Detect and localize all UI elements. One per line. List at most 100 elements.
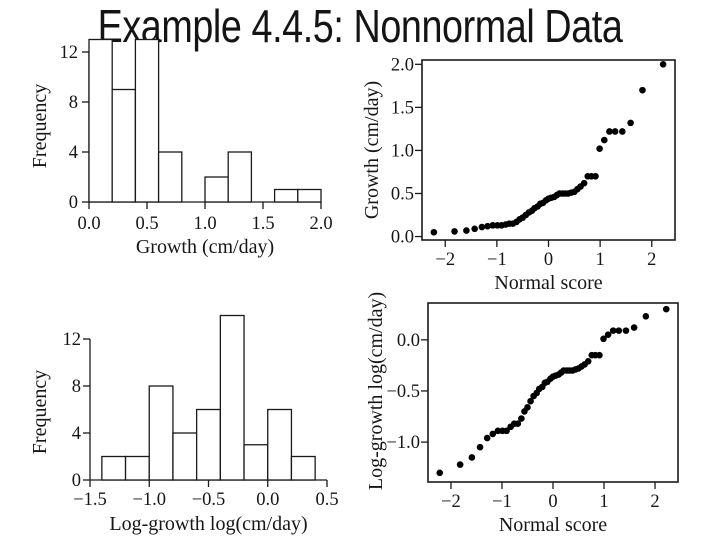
data-point — [639, 86, 646, 94]
y-tick-label: 8 — [69, 93, 78, 113]
qq-growth-labels: −2 −1 0 1 2 0.0 0.5 1.0 1.5 2.0 Normal score Growth… — [361, 55, 656, 294]
data-point — [503, 427, 510, 435]
qqplot-log-growth-chart: −2 −1 0 1 2 0.0 −0.5 −1.0 Normal score Log-growth… — [365, 292, 679, 536]
qq-growth-axes — [415, 63, 653, 247]
data-point — [606, 128, 613, 135]
data-point — [604, 331, 612, 339]
y-tick-label: 4 — [69, 143, 78, 163]
y-tick-label: 12 — [60, 43, 79, 63]
x-tick-label: 0 — [548, 492, 557, 512]
x-axis-label: Growth (cm/day) — [136, 236, 274, 258]
qqplot-growth-chart: −2 −1 0 1 2 0.0 0.5 1.0 1.5 2.0 Normal score Growth… — [361, 55, 676, 294]
histogram-growth-chart: 0.0 0.5 1.0 1.5 2.0 0 4 8 12 Growth (cm/day) Frequ… — [29, 38, 333, 258]
qq-growth-points — [430, 61, 667, 236]
x-tick-label: 2.0 — [309, 214, 332, 234]
data-point — [580, 179, 588, 187]
data-point — [662, 305, 670, 313]
x-tick-label: 0.0 — [256, 490, 279, 510]
x-tick-label: 0.5 — [135, 214, 158, 234]
data-point — [489, 430, 497, 438]
y-tick-label: −1.0 — [386, 433, 420, 453]
data-point — [436, 469, 444, 477]
histogram-bar — [219, 314, 245, 481]
histogram-bar — [148, 385, 174, 481]
y-tick-label: 0 — [72, 471, 81, 491]
x-tick-label: 0 — [544, 250, 553, 270]
histogram-bar — [273, 188, 299, 203]
data-point — [600, 136, 608, 144]
x-tick-label: −1 — [492, 492, 512, 512]
histogram-bar — [227, 151, 253, 203]
hist-growth-labels: 0.0 0.5 1.0 1.5 2.0 0 4 8 12 Growth (cm/day) Frequ… — [29, 43, 333, 258]
data-point — [524, 404, 531, 411]
hist-log-growth-bars — [101, 314, 316, 481]
y-tick-label: 0.5 — [391, 184, 414, 204]
histogram-bar — [195, 408, 221, 481]
histogram-log-growth-chart: −1.5 −1.0 −0.5 0.0 0.5 0 4 8 12 Log-growth log(cm… — [29, 314, 339, 535]
data-point — [619, 128, 626, 135]
y-axis-label: Growth (cm/day) — [361, 81, 383, 219]
y-axis-label: Frequency — [29, 370, 51, 454]
qq-log-growth-axes — [421, 339, 656, 489]
qq-log-growth-points — [436, 305, 670, 477]
data-point — [615, 327, 623, 334]
x-tick-label: 1.0 — [193, 214, 216, 234]
data-point — [514, 420, 522, 427]
x-tick-label: −2 — [435, 250, 455, 270]
data-point — [494, 427, 502, 435]
y-tick-label: 12 — [63, 330, 82, 350]
x-tick-label: 2 — [650, 492, 659, 512]
y-tick-label: 0 — [69, 193, 78, 213]
x-tick-label: −2 — [441, 492, 461, 512]
histogram-bar — [243, 444, 269, 481]
y-tick-label: 1.5 — [391, 98, 414, 118]
data-point — [611, 128, 619, 135]
y-tick-label: 0.0 — [391, 228, 414, 248]
qq-growth-frame — [421, 59, 676, 241]
histogram-bar — [290, 455, 316, 481]
x-tick-label: 1 — [599, 492, 608, 512]
x-tick-label: 1 — [596, 250, 605, 270]
x-tick-label: 1.5 — [251, 214, 274, 234]
data-point — [463, 227, 470, 234]
data-point — [600, 335, 607, 343]
histogram-bar — [101, 455, 127, 481]
data-point — [622, 327, 630, 334]
data-point — [609, 327, 617, 334]
y-tick-label: 8 — [72, 377, 81, 397]
data-point — [627, 119, 634, 127]
x-axis-label: Normal score — [499, 514, 607, 536]
data-point — [430, 228, 438, 236]
data-point — [451, 228, 458, 235]
x-axis-label: Normal score — [494, 272, 602, 294]
histogram-bar — [204, 176, 229, 203]
y-axis-label: Log-growth log(cm/day) — [365, 292, 387, 490]
data-point — [527, 397, 534, 405]
x-tick-label: 2 — [647, 250, 656, 270]
x-tick-label: −1.5 — [73, 490, 107, 510]
data-point — [484, 222, 491, 230]
data-point — [476, 443, 484, 451]
qq-log-growth-labels: −2 −1 0 1 2 0.0 −0.5 −1.0 Normal score Log-growth… — [365, 292, 660, 536]
histogram-bar — [124, 455, 150, 481]
y-tick-label: 1.0 — [391, 141, 414, 161]
y-tick-label: 0.0 — [397, 331, 420, 351]
data-point — [456, 461, 464, 468]
histogram-bar — [134, 38, 160, 203]
y-axis-label: Frequency — [29, 84, 51, 168]
y-tick-label: −0.5 — [386, 382, 420, 402]
x-tick-label: −0.5 — [192, 490, 226, 510]
x-tick-label: −1 — [487, 250, 507, 270]
data-point — [584, 358, 592, 365]
x-tick-label: −1.0 — [132, 490, 166, 510]
data-point — [478, 223, 486, 231]
data-point — [592, 172, 599, 180]
y-tick-label: 2.0 — [391, 55, 414, 75]
data-point — [468, 454, 476, 461]
histogram-bar — [172, 432, 198, 481]
x-tick-label: 0.0 — [77, 214, 100, 234]
data-point — [630, 324, 638, 331]
data-point — [596, 145, 603, 153]
histogram-bar — [111, 88, 137, 203]
